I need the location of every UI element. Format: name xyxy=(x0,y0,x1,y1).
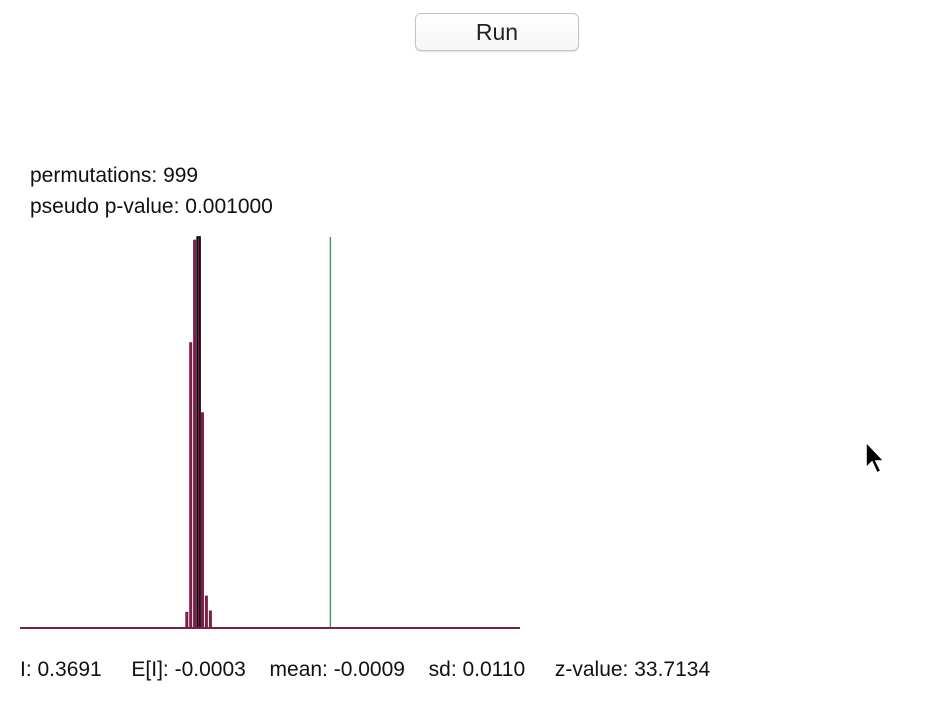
run-button[interactable]: Run xyxy=(415,13,579,51)
expected-i-value: E[I]: -0.0003 xyxy=(131,658,246,681)
z-value: z-value: 33.7134 xyxy=(554,658,711,681)
histogram-bar xyxy=(208,610,212,628)
pseudo-p-value: pseudo p-value: 0.001000 xyxy=(30,195,273,218)
statistics-bar: I: 0.3691 E[I]: -0.0003 mean: -0.0009 sd… xyxy=(20,656,710,684)
histogram-bar xyxy=(204,595,208,628)
histogram-bar xyxy=(189,342,193,628)
permutation-summary: permutations: 999 pseudo p-value: 0.0010… xyxy=(30,160,273,222)
mouse-pointer-icon xyxy=(865,440,886,475)
mean-value: mean: -0.0009 xyxy=(269,658,405,681)
histogram-bar xyxy=(185,611,189,628)
histogram-bars xyxy=(185,236,212,629)
sd-value: sd: 0.0110 xyxy=(428,658,526,681)
histogram-bar xyxy=(196,236,201,629)
moran-i-value: I: 0.3691 xyxy=(20,658,102,681)
permutations-count: permutations: 999 xyxy=(30,164,199,187)
histogram-bar xyxy=(193,239,197,628)
histogram-bar xyxy=(201,412,204,628)
